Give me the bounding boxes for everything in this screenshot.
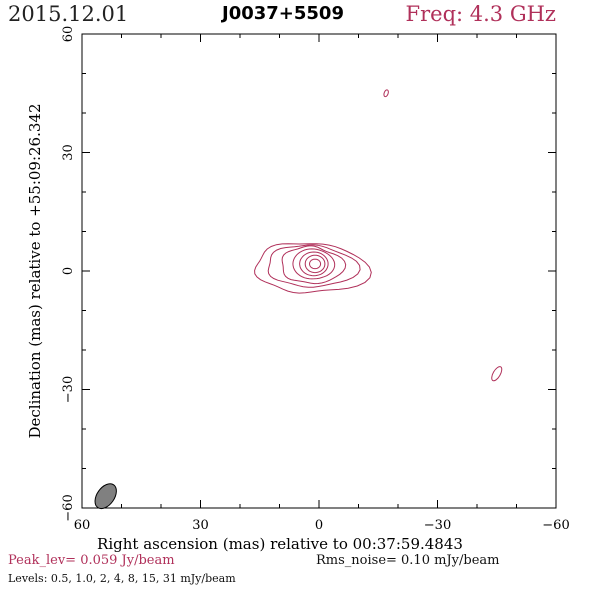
y-tick-label: 30 [61,144,76,161]
axis-tick-labels: 60 30 0 −30 −60 −60 −30 0 30 60 [61,26,570,533]
x-axis-label: Right ascension (mas) relative to 00:37:… [97,535,463,553]
x-tick-label: 60 [74,518,91,533]
epoch-date: 2015.12.01 [8,2,129,26]
contour-level-1 [254,243,372,294]
x-tick-label: −30 [424,518,451,533]
contour-layer [254,89,503,382]
y-tick-label: 60 [61,26,76,43]
contour-level-7 [308,258,322,270]
y-axis-label: Declination (mas) relative to +55:09:26.… [26,103,44,438]
contour-level-2 [267,244,361,288]
contour-level-6 [304,254,326,274]
y-tick-label: −30 [61,376,76,403]
x-tick-label: 0 [315,518,323,533]
contour-level-4 [292,248,336,280]
peak-level-label: Peak_lev= 0.059 Jy/beam [8,553,175,568]
source-name: J0037+5509 [222,3,344,24]
x-tick-label: −60 [542,518,569,533]
contour-levels-label: Levels: 0.5, 1.0, 2, 4, 8, 15, 31 mJy/be… [8,572,236,585]
axis-ticks [81,33,557,509]
y-tick-label: 0 [61,267,76,275]
x-tick-label: 30 [192,518,209,533]
rms-noise-label: Rms_noise= 0.10 mJy/beam [316,553,500,568]
frequency-label: Freq: 4.3 GHz [405,2,556,26]
contour-knot-southwest [491,366,503,382]
plot-frame [81,33,557,509]
beam-ellipse [94,483,117,510]
y-tick-label: −60 [61,494,76,521]
contour-level-3 [281,245,347,285]
contour-knot-north [383,89,389,98]
contour-level-5 [299,251,329,277]
